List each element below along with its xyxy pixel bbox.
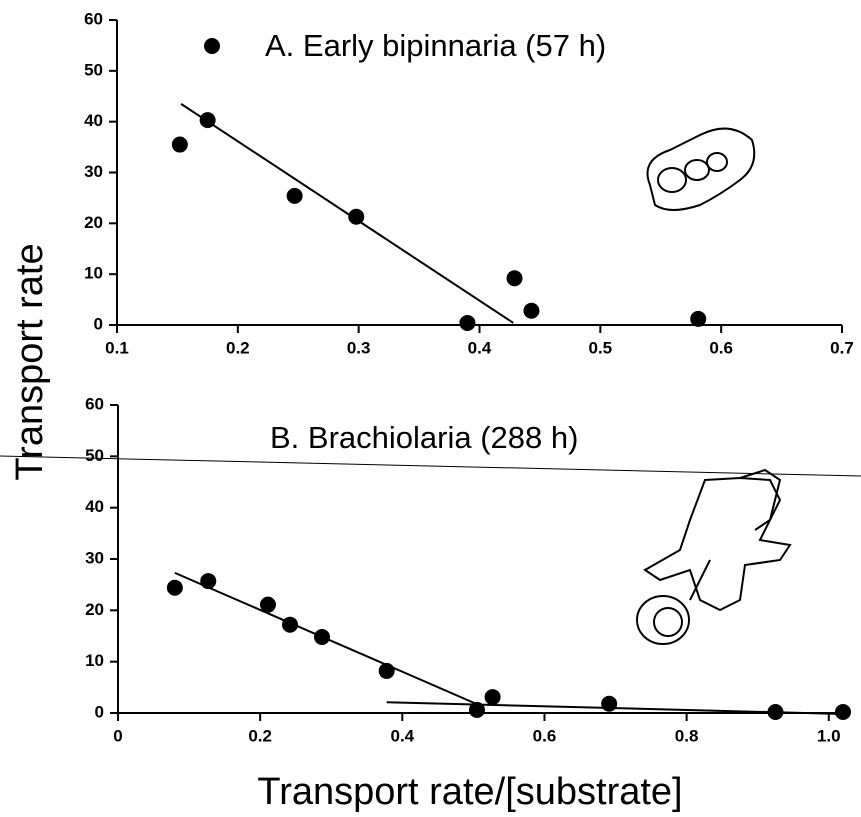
data-point: [767, 703, 784, 720]
x-tick-label: 0.2: [248, 726, 272, 745]
data-point: [199, 112, 216, 129]
x-tick-label: 0.1: [105, 338, 129, 357]
fit-line: [180, 103, 514, 324]
data-point: [378, 662, 395, 679]
x-tick-label: 0.6: [533, 726, 557, 745]
y-tick-label: 60: [85, 394, 104, 413]
data-point: [468, 701, 485, 718]
x-tick-label: 1.0: [817, 726, 841, 745]
x-tick-label: 0.8: [675, 726, 699, 745]
data-point: [835, 703, 851, 720]
larva-brachiolaria: [636, 468, 792, 645]
data-point: [259, 596, 276, 613]
y-tick-label: 60: [84, 9, 103, 28]
y-tick-label: 20: [85, 600, 104, 619]
y-tick-label: 40: [85, 497, 104, 516]
y-tick-label: 50: [85, 446, 104, 465]
scan-artifact: [0, 455, 861, 477]
y-tick-label: 30: [84, 162, 103, 181]
y-axis-title: Transport rate: [9, 243, 51, 480]
x-tick-label: 0.7: [830, 338, 854, 357]
y-tick-label: 0: [94, 314, 103, 333]
x-tick-label: 0.5: [589, 338, 613, 357]
data-point: [506, 270, 523, 287]
x-tick-label: 0.6: [709, 338, 733, 357]
data-point: [282, 616, 299, 633]
x-tick-label: 0.3: [347, 338, 371, 357]
y-tick-label: 20: [84, 213, 103, 232]
y-tick-label: 50: [84, 60, 103, 79]
y-tick-label: 10: [85, 651, 104, 670]
y-tick-label: 0: [95, 702, 104, 721]
larva-bipinnaria: [646, 127, 756, 211]
x-tick-label: 0.4: [468, 338, 492, 357]
panel-title: B. Brachiolaria (288 h): [270, 420, 578, 455]
panel-title: A. Early bipinnaria (57 h): [265, 28, 606, 63]
data-point: [690, 310, 707, 327]
data-point: [459, 314, 476, 331]
legend-marker: [204, 38, 220, 54]
data-point: [484, 689, 501, 706]
x-tick-label: 0.4: [390, 726, 414, 745]
data-point: [601, 695, 618, 712]
y-tick-label: 40: [84, 111, 103, 130]
data-point: [200, 573, 217, 590]
data-point: [523, 302, 540, 319]
data-point: [348, 208, 365, 225]
x-tick-label: 0: [113, 726, 122, 745]
data-point: [313, 629, 330, 646]
x-tick-label: 0.2: [226, 338, 250, 357]
y-tick-label: 30: [85, 548, 104, 567]
y-tick-label: 10: [84, 264, 103, 283]
data-point: [171, 136, 188, 153]
data-point: [286, 187, 303, 204]
x-axis-title: Transport rate/[substrate]: [257, 771, 682, 813]
data-point: [166, 579, 183, 596]
